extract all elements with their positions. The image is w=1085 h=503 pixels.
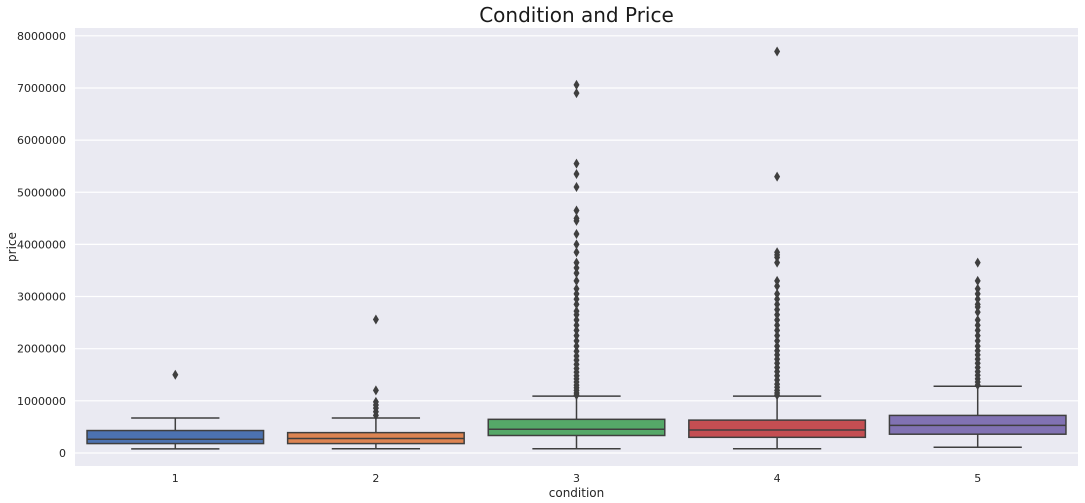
outlier-point	[573, 257, 580, 268]
outlier-point	[172, 369, 179, 380]
y-tick-label: 0	[59, 447, 66, 460]
box-3	[487, 79, 666, 450]
outlier-point	[573, 268, 580, 279]
y-tick-label: 3000000	[17, 291, 66, 304]
outlier-point	[573, 275, 580, 286]
outlier-point	[573, 205, 580, 216]
outlier-point	[774, 341, 781, 352]
chart-title: Condition and Price	[479, 3, 674, 27]
outlier-point	[974, 257, 981, 268]
outlier-point	[573, 239, 580, 250]
outlier-point	[974, 330, 981, 341]
x-tick-label: 2	[372, 472, 379, 485]
outlier-point	[573, 288, 580, 299]
outlier-point	[573, 335, 580, 346]
outlier-point	[774, 275, 781, 286]
outlier-point	[774, 330, 781, 341]
x-axis-label: condition	[549, 486, 604, 500]
outlier-point	[974, 325, 981, 336]
outlier-point	[974, 335, 981, 346]
outlier-point	[573, 330, 580, 341]
outlier-point	[974, 307, 981, 318]
outlier-point	[774, 247, 781, 258]
outlier-point	[774, 46, 781, 57]
outlier-point	[774, 171, 781, 182]
outlier-point	[774, 315, 781, 325]
outlier-point	[573, 88, 580, 99]
y-tick-label: 6000000	[17, 134, 66, 147]
outlier-point	[573, 325, 580, 336]
x-tick-label: 3	[573, 472, 580, 485]
outlier-point	[573, 320, 580, 331]
outlier-point	[573, 306, 580, 317]
outlier-point	[573, 228, 580, 239]
y-tick-label: 7000000	[17, 82, 66, 95]
outlier-point	[774, 309, 781, 320]
outlier-point	[573, 294, 580, 305]
x-tick-labels: 1 2 3 4 5	[172, 472, 981, 485]
outlier-point	[573, 315, 580, 325]
outlier-point	[774, 288, 781, 299]
y-tick-labels: 0 1000000 2000000 3000000 4000000 5000000 6000…	[17, 30, 66, 460]
y-tick-label: 4000000	[17, 238, 66, 251]
outlier-point	[573, 182, 580, 193]
box-4	[688, 46, 867, 450]
outlier-point	[573, 169, 580, 179]
box-5	[888, 257, 1067, 448]
outlier-point	[774, 294, 781, 305]
y-tick-label: 5000000	[17, 186, 66, 199]
outlier-point	[974, 320, 981, 331]
outlier-point	[974, 294, 981, 305]
outlier-point	[573, 299, 580, 310]
boxes-layer	[86, 46, 1067, 450]
y-axis-label: price	[5, 232, 19, 262]
outlier-point	[974, 275, 981, 286]
outlier-point	[573, 262, 580, 273]
outlier-point	[573, 346, 580, 357]
outlier-point	[573, 158, 580, 169]
outlier-point	[774, 335, 781, 346]
box-1	[86, 369, 265, 450]
outlier-point	[573, 79, 580, 90]
y-tick-label: 2000000	[17, 343, 66, 356]
y-tick-label: 1000000	[17, 395, 66, 408]
outlier-point	[974, 341, 981, 352]
outlier-point	[774, 281, 781, 292]
iqr-box	[86, 429, 265, 445]
outlier-point	[372, 385, 379, 396]
outlier-point	[774, 325, 781, 336]
outlier-point	[573, 247, 580, 258]
x-tick-label: 1	[172, 472, 179, 485]
x-tick-label: 5	[974, 472, 981, 485]
outlier-point	[974, 283, 981, 294]
box-2	[286, 314, 465, 450]
outlier-point	[974, 315, 981, 325]
x-tick-label: 4	[774, 472, 781, 485]
outlier-point	[774, 257, 781, 268]
outlier-point	[573, 283, 580, 294]
outlier-point	[774, 320, 781, 331]
outlier-point	[372, 314, 379, 325]
outlier-point	[573, 213, 580, 224]
outlier-point	[974, 288, 981, 299]
y-tick-label: 8000000	[17, 30, 66, 43]
outlier-point	[573, 341, 580, 352]
outlier-point	[372, 396, 379, 407]
outlier-point	[974, 299, 981, 310]
outlier-point	[774, 304, 781, 315]
iqr-box	[688, 419, 867, 439]
outlier-point	[774, 299, 781, 310]
iqr-box	[487, 418, 666, 437]
